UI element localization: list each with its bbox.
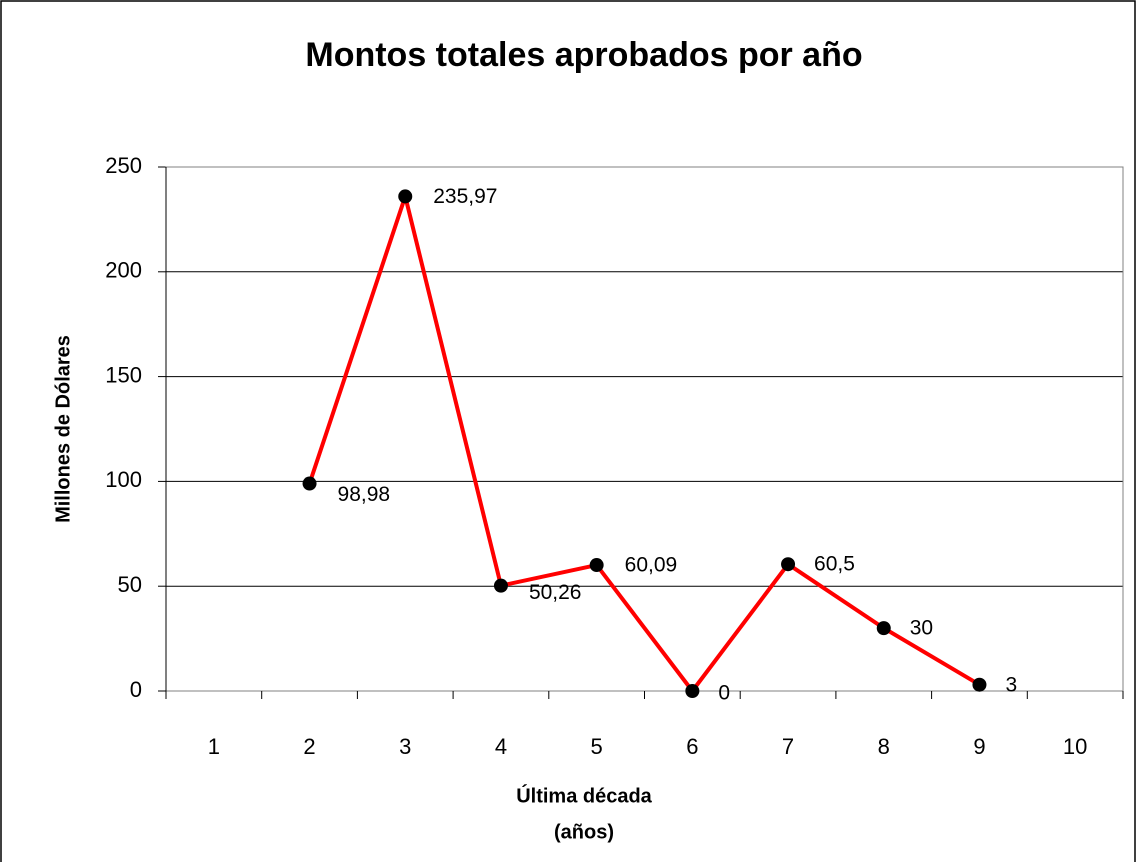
data-line <box>307 194 981 693</box>
data-point <box>398 189 413 204</box>
y-tick-label: 50 <box>118 572 142 597</box>
y-tick-label: 100 <box>105 467 142 492</box>
y-tick-label: 150 <box>105 362 142 387</box>
x-tick-label: 4 <box>495 734 507 759</box>
chart-title: Montos totales aprobados por año <box>305 36 862 74</box>
data-label: 235,97 <box>433 185 497 208</box>
data-point <box>302 476 317 491</box>
data-point <box>781 557 796 572</box>
y-tick-label: 200 <box>105 258 142 283</box>
data-point <box>685 684 700 698</box>
x-tick-label: 10 <box>1063 734 1087 759</box>
data-label: 50,26 <box>529 581 582 604</box>
data-label: 0 <box>718 682 730 705</box>
data-label: 60,5 <box>814 553 855 576</box>
x-tick-label: 6 <box>686 734 698 759</box>
x-tick-label: 3 <box>399 734 411 759</box>
y-tick-label: 0 <box>130 677 142 702</box>
data-label: 3 <box>1005 673 1017 696</box>
x-tick-label: 1 <box>208 734 220 759</box>
y-tick-label: 250 <box>105 153 142 178</box>
x-tick-label: 2 <box>303 734 315 759</box>
x-tick-label: 5 <box>591 734 603 759</box>
data-point <box>493 578 508 593</box>
x-tick-label: 7 <box>782 734 794 759</box>
data-point <box>972 677 987 692</box>
data-point <box>589 558 604 573</box>
data-label: 60,09 <box>625 554 678 577</box>
data-label: 98,98 <box>338 483 391 506</box>
y-axis-label: Millones de Dólares <box>52 335 74 523</box>
x-tick-label: 8 <box>878 734 890 759</box>
data-label: 30 <box>910 617 933 640</box>
x-axis-label: Última década <box>516 783 652 807</box>
data-point <box>876 621 891 636</box>
x-tick-label: 9 <box>973 734 985 759</box>
x-axis-label: (años) <box>554 821 614 843</box>
